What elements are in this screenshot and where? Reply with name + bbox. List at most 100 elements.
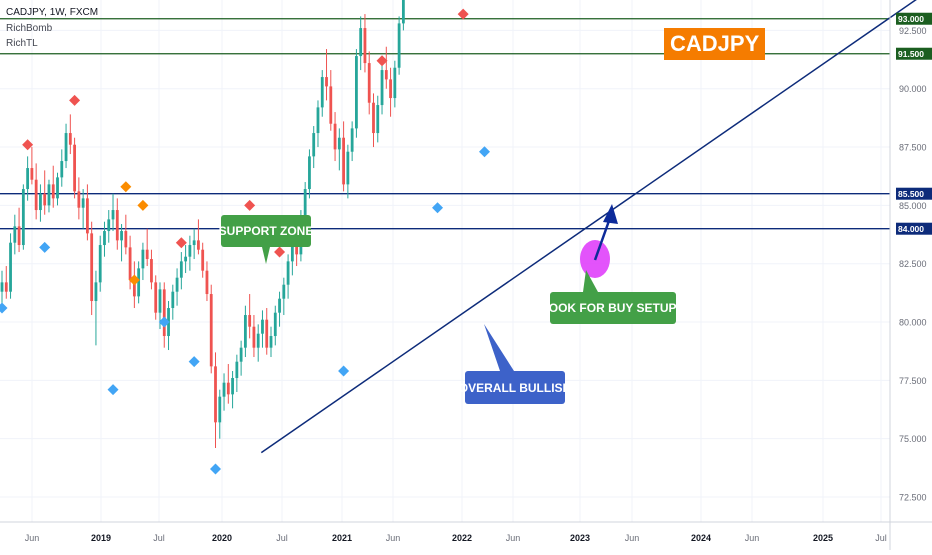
candle-body [376,105,380,134]
overall-bullish-text: OVERALL BULLISH [459,381,571,395]
candle-body [325,77,328,87]
candle-body [0,282,4,292]
y-tick-label: 77.500 [899,376,927,386]
candle-body [43,193,47,206]
candle-body [124,231,128,248]
candle-body [320,77,324,108]
candle-body [401,0,405,24]
candle-body [13,226,17,243]
x-tick-label: 2021 [332,533,352,543]
candle-body [265,319,269,348]
candle-body [141,249,145,269]
y-tick-label: 90.000 [899,84,927,94]
signal-diamond [376,55,388,67]
indicator-richtl[interactable]: RichTL [6,38,38,49]
candle-body [295,242,299,255]
candle-body [192,240,196,246]
y-tick-label: 72.500 [899,493,927,503]
candle-body [137,268,141,297]
candle-body [145,249,149,260]
candle-body [175,277,179,292]
y-tick-label: 75.000 [899,434,927,444]
signal-diamond [274,246,286,258]
candle-body [115,210,119,241]
bullish-arrow-shaft [593,217,612,261]
signal-diamond [22,139,34,151]
candle-body [107,219,111,232]
candle-body [226,382,230,395]
candle-body [21,189,25,246]
signal-diamond [69,94,81,106]
candle-body [68,133,72,145]
candle-body [235,361,239,379]
buy-setups-callout: LOOK FOR BUY SETUPS [541,270,685,324]
ticker-badge: CADJPY [664,28,766,60]
candle-body [303,189,307,218]
candle-body [384,70,388,80]
candle-body [342,137,345,185]
candle-body [329,86,333,124]
candle-body [273,312,277,337]
symbol-line[interactable]: CADJPY, 1W, FXCM [6,7,99,18]
candle-body [179,261,183,278]
candle-body [4,282,8,292]
x-tick-label: Jun [625,533,640,543]
level-label: 91.500 [898,49,924,59]
candle-body [158,289,162,313]
x-tick-label: Jul [153,533,165,543]
signal-diamond [128,274,140,286]
candle-body [103,231,106,246]
y-tick-label: 82.500 [899,259,927,269]
overall-bullish-callout: OVERALL BULLISH [459,324,571,404]
candle-body [90,233,94,302]
level-label: 93.000 [898,14,924,24]
candle-body [222,382,226,397]
candle-body [30,168,34,180]
level-label: 85.500 [898,189,924,199]
candle-body [60,161,64,178]
candle-body [86,198,89,234]
candle-body [218,396,222,423]
candle-body [73,144,76,192]
x-tick-label: 2019 [91,533,111,543]
signal-diamond [107,384,119,396]
indicator-richbomb[interactable]: RichBomb [6,23,53,34]
candle-body [231,378,234,395]
candle-body [346,151,350,185]
level-label: 84.000 [898,224,924,234]
candle-body [393,67,397,99]
candle-body [367,63,371,103]
support-zone-callout: SUPPORT ZONE [219,215,313,264]
trend-layer [260,0,917,454]
candle-body [337,137,341,150]
candle-body [150,259,153,283]
signal-diamond [338,365,350,377]
candle-body [316,107,320,134]
candle-body [111,210,115,220]
candle-body [51,184,55,199]
x-tick-label: Jun [506,533,521,543]
signal-diamond [0,302,8,314]
markers-layer [0,8,491,475]
candle-body [252,326,256,348]
candle-body [197,240,200,250]
x-tick-label: Jun [386,533,401,543]
candle-body [188,245,192,257]
level-label-bg [896,222,932,235]
signal-diamond [210,463,221,475]
candle-body [9,242,12,292]
candle-body [98,245,102,283]
candle-body [261,319,264,334]
candle-body [290,242,294,262]
candle-body [39,193,42,211]
candle-body [128,247,132,281]
candle-body [34,179,38,211]
candle-body [162,289,166,337]
candle-body [47,184,51,206]
candle-body [132,280,136,297]
candle-body [120,231,123,241]
